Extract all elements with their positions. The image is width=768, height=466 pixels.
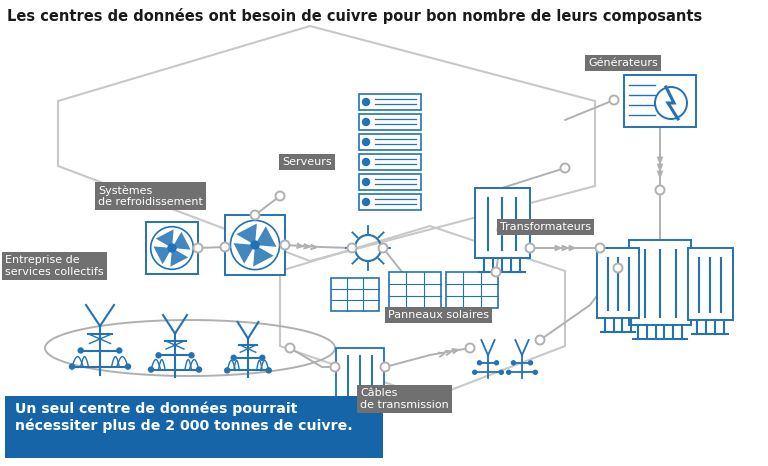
Polygon shape (170, 248, 188, 267)
FancyBboxPatch shape (629, 240, 691, 325)
Circle shape (117, 348, 122, 353)
FancyBboxPatch shape (359, 94, 421, 110)
FancyBboxPatch shape (146, 222, 198, 274)
Circle shape (197, 367, 201, 372)
Polygon shape (253, 245, 273, 267)
Circle shape (189, 353, 194, 358)
Circle shape (69, 364, 74, 369)
Circle shape (286, 343, 294, 352)
Circle shape (465, 343, 475, 352)
Circle shape (614, 263, 623, 273)
Polygon shape (154, 247, 172, 264)
Circle shape (194, 244, 203, 253)
Circle shape (362, 178, 369, 185)
FancyBboxPatch shape (597, 248, 639, 318)
Text: Entreprise de
services collectifs: Entreprise de services collectifs (5, 255, 104, 277)
FancyBboxPatch shape (5, 396, 383, 458)
FancyBboxPatch shape (225, 215, 285, 275)
Text: Les centres de données ont besoin de cuivre pour bon nombre de leurs composants: Les centres de données ont besoin de cui… (7, 8, 702, 24)
Polygon shape (156, 229, 174, 248)
FancyBboxPatch shape (331, 278, 379, 311)
Circle shape (231, 355, 237, 360)
Circle shape (495, 361, 498, 365)
FancyBboxPatch shape (359, 114, 421, 130)
Circle shape (362, 138, 369, 145)
Polygon shape (255, 226, 276, 247)
Circle shape (251, 241, 259, 249)
Circle shape (168, 244, 176, 252)
Circle shape (525, 244, 535, 253)
Circle shape (379, 244, 388, 253)
Circle shape (595, 244, 604, 253)
FancyBboxPatch shape (359, 134, 421, 150)
Circle shape (220, 242, 230, 252)
FancyBboxPatch shape (359, 154, 421, 170)
Circle shape (610, 96, 618, 104)
Text: Panneaux solaires: Panneaux solaires (388, 310, 489, 320)
Circle shape (225, 368, 230, 373)
Polygon shape (233, 243, 255, 264)
Circle shape (148, 367, 154, 372)
Text: Serveurs: Serveurs (282, 157, 332, 167)
Circle shape (533, 370, 538, 374)
FancyBboxPatch shape (475, 188, 529, 258)
Circle shape (561, 164, 570, 172)
Circle shape (78, 348, 83, 353)
Circle shape (507, 370, 511, 374)
Circle shape (478, 361, 482, 365)
Text: Systèmes
de refroidissement: Systèmes de refroidissement (98, 185, 203, 207)
Circle shape (380, 363, 389, 371)
Circle shape (498, 226, 507, 234)
Circle shape (362, 98, 369, 105)
Text: Câbles
de transmission: Câbles de transmission (360, 388, 449, 410)
FancyBboxPatch shape (336, 348, 384, 403)
Polygon shape (172, 232, 190, 250)
Circle shape (266, 368, 271, 373)
Circle shape (330, 363, 339, 371)
FancyBboxPatch shape (359, 194, 421, 210)
Circle shape (492, 267, 501, 276)
Polygon shape (237, 224, 257, 245)
Circle shape (472, 370, 477, 374)
Circle shape (511, 361, 515, 365)
Circle shape (260, 355, 265, 360)
FancyBboxPatch shape (446, 272, 498, 308)
Circle shape (280, 240, 290, 249)
Text: Un seul centre de données pourrait
nécessiter plus de 2 000 tonnes de cuivre.: Un seul centre de données pourrait néces… (15, 402, 353, 433)
Circle shape (656, 185, 664, 194)
FancyBboxPatch shape (359, 174, 421, 190)
FancyBboxPatch shape (624, 75, 696, 127)
Text: Générateurs: Générateurs (588, 58, 657, 68)
Circle shape (362, 158, 369, 165)
Circle shape (499, 370, 503, 374)
Circle shape (125, 364, 131, 369)
FancyBboxPatch shape (687, 248, 733, 320)
Circle shape (276, 192, 284, 200)
Circle shape (528, 361, 532, 365)
Circle shape (250, 211, 260, 219)
Circle shape (362, 199, 369, 206)
Circle shape (347, 244, 356, 253)
Circle shape (362, 118, 369, 125)
Circle shape (535, 336, 545, 344)
Circle shape (156, 353, 161, 358)
Text: Transformateurs: Transformateurs (500, 222, 591, 232)
FancyBboxPatch shape (389, 272, 441, 308)
